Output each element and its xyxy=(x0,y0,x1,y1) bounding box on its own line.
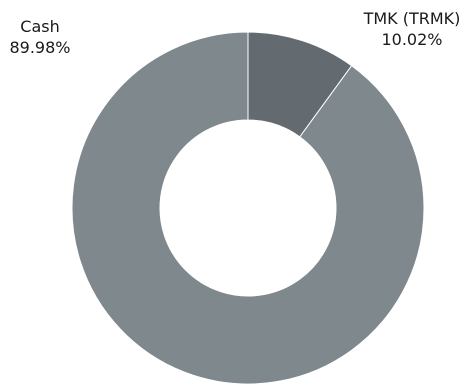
slice-label-cash-name: Cash xyxy=(20,17,59,36)
slice-label-cash-percent: 89.98% xyxy=(9,38,70,57)
slice-label-tmk-percent: 10.02% xyxy=(381,30,442,49)
slice-label-tmk: TMK (TRMK) 10.02% xyxy=(363,9,461,49)
donut-slice-cash xyxy=(71,31,425,385)
slice-label-tmk-name: TMK (TRMK) xyxy=(363,9,461,28)
slice-label-cash: Cash 89.98% xyxy=(9,17,70,57)
donut-slices xyxy=(71,31,425,385)
